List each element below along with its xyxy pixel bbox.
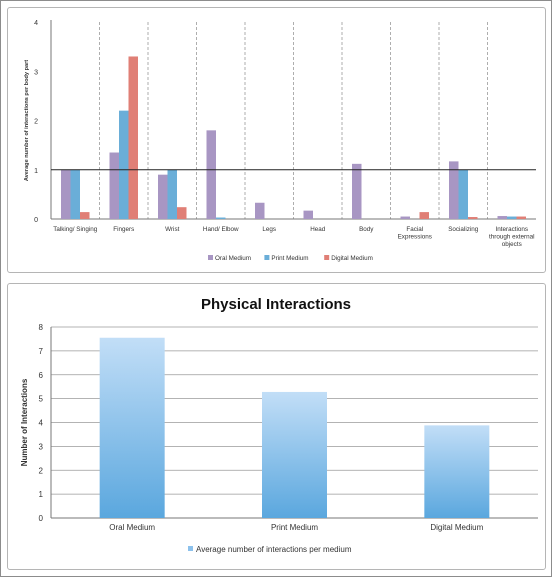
bar-oral-medium <box>206 130 216 219</box>
y-tick-label: 0 <box>34 217 38 224</box>
bar-average-interactions <box>262 391 327 518</box>
x-category-label: Interactions through external objects <box>489 226 535 248</box>
bar-oral-medium <box>109 152 119 219</box>
legend-swatch <box>208 255 213 260</box>
bar-oral-medium <box>255 202 265 219</box>
bar-oral-medium <box>158 174 168 219</box>
y-tick-label: 3 <box>34 69 38 76</box>
bar-digital-medium <box>468 217 478 219</box>
bar-oral-medium <box>303 210 313 219</box>
legend-swatch <box>324 255 330 260</box>
legend-label: Oral Medium <box>215 255 251 262</box>
physical-interactions-chart-panel: Physical Interactions 0 1 2 3 4 5 6 7 8 Number of … <box>7 283 546 570</box>
x-category-label: Hand/ Elbow <box>203 226 239 233</box>
legend-label: Digital Medium <box>331 255 373 262</box>
x-category-label: Print Medium <box>271 523 318 532</box>
bar-print-medium <box>167 169 177 219</box>
bar-digital-medium <box>516 216 526 219</box>
y-tick-label: 0 <box>39 514 44 523</box>
physical-interactions-chart: Physical Interactions 0 1 2 3 4 5 6 7 8 Number of … <box>20 296 538 554</box>
bar-oral-medium <box>497 216 507 219</box>
x-category-label: Legs <box>262 226 276 233</box>
legend-swatch <box>264 255 270 260</box>
x-category-label: Fingers <box>113 226 134 233</box>
bar-print-medium <box>216 217 226 219</box>
bar-digital-medium <box>128 56 138 219</box>
x-category-label: Wrist <box>165 226 179 233</box>
bar-digital-medium <box>419 212 429 219</box>
x-category-label: Oral Medium <box>109 523 155 532</box>
body-part-chart: 0 1 2 3 4 Average number of interactions per … <box>24 20 536 262</box>
y-tick-label: 8 <box>39 323 44 332</box>
y-tick-label: 2 <box>34 119 38 126</box>
y-tick-label: 4 <box>34 20 38 27</box>
y-tick-label: 1 <box>34 168 38 175</box>
legend-label: Average number of interactions per mediu… <box>196 545 352 554</box>
bar-average-interactions <box>99 337 165 518</box>
bar-oral-medium <box>352 163 362 219</box>
legend-label: Print Medium <box>271 255 308 262</box>
bar-average-interactions <box>424 425 490 518</box>
y-tick-label: 2 <box>39 466 44 475</box>
x-category-label: Body <box>359 226 374 233</box>
x-category-label: Digital Medium <box>430 523 483 532</box>
y-tick-label: 3 <box>39 442 44 451</box>
bar-print-medium <box>507 216 517 219</box>
y-tick-label: 1 <box>39 490 44 499</box>
y-axis-title: Average number of interactions per body … <box>24 60 30 181</box>
x-category-label: Facial Expressions <box>398 226 432 241</box>
bar-oral-medium <box>449 161 459 219</box>
bar-print-medium <box>70 169 80 219</box>
y-axis-title: Number of Interactions <box>20 378 29 466</box>
bar-digital-medium <box>80 212 90 219</box>
x-category-label: Head <box>310 226 326 233</box>
bar-oral-medium <box>400 216 410 219</box>
y-tick-label: 4 <box>39 419 44 428</box>
y-tick-label: 7 <box>39 347 44 356</box>
legend-swatch <box>188 546 193 551</box>
bar-print-medium <box>119 110 129 219</box>
bar-digital-medium <box>177 207 187 219</box>
bar-print-medium <box>458 169 468 219</box>
bar-oral-medium <box>61 169 71 219</box>
x-category-label: Talking/ Singing <box>53 226 98 233</box>
chart-title: Physical Interactions <box>201 296 351 313</box>
y-tick-label: 6 <box>39 371 44 380</box>
body-part-chart-panel: 0 1 2 3 4 Average number of interactions per … <box>7 7 546 273</box>
y-tick-label: 5 <box>39 395 44 404</box>
x-category-label: Socializing <box>448 226 479 233</box>
